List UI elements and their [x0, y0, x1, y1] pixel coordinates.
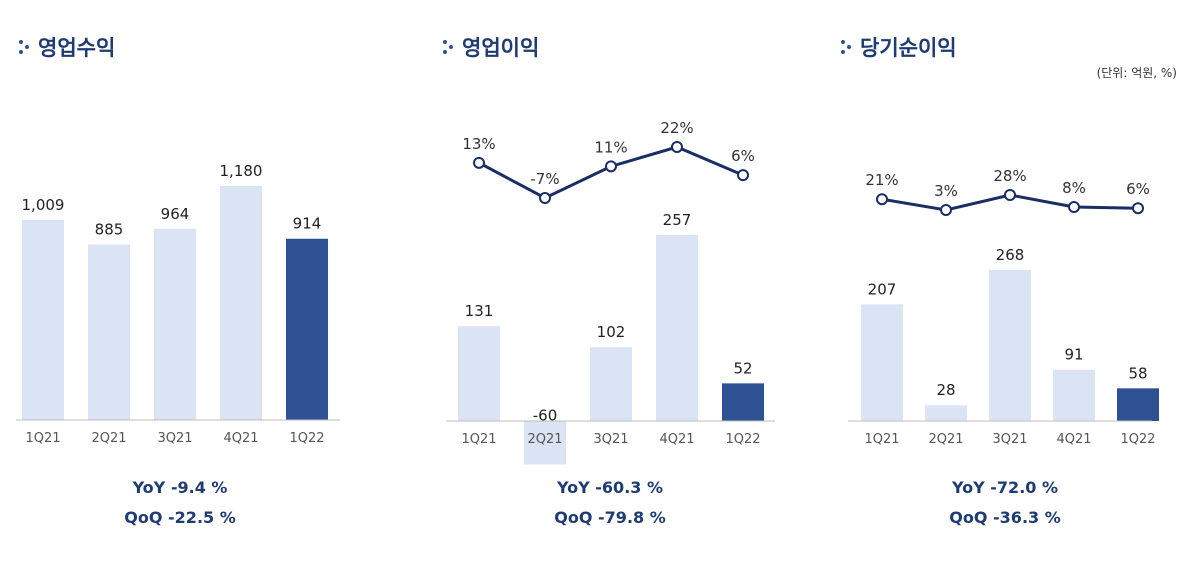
tick-label: 4Q21 — [659, 432, 694, 447]
arrow-dots-icon — [443, 40, 453, 54]
bar-1Q22 — [286, 238, 328, 420]
bar-2Q21 — [88, 244, 130, 420]
bar-4Q21 — [220, 186, 262, 420]
margin-point — [1004, 189, 1016, 201]
bar-2Q21 — [524, 421, 566, 465]
margin-point — [940, 204, 952, 216]
bar-4Q21 — [1053, 369, 1095, 421]
margin-label: 28% — [993, 167, 1026, 185]
chart-title-text: 당기순이익 — [860, 36, 957, 60]
arrow-dots-icon — [841, 40, 851, 54]
margin-point — [605, 160, 617, 173]
bar-4Q21 — [656, 235, 698, 421]
arrow-dots-icon — [19, 40, 29, 54]
data-label: 1,009 — [22, 196, 65, 214]
tick-label: 1Q22 — [289, 431, 324, 446]
tick-label: 3Q21 — [157, 431, 192, 446]
bar-1Q21 — [22, 219, 64, 420]
margin-point — [1068, 201, 1080, 213]
qoq-summary: QoQ -22.5 % — [0, 508, 360, 527]
data-label: 28 — [936, 381, 955, 399]
tick-label: 2Q21 — [928, 432, 963, 447]
tick-label: 1Q22 — [1120, 432, 1155, 447]
data-label: 268 — [996, 246, 1025, 264]
yoy-label: YoY — [132, 478, 166, 497]
yoy-summary: YoY -9.4 % — [0, 478, 360, 497]
revenue-chart: 1,009 885 964 1,180 914 1Q21 2Q21 3Q21 4Q21 1Q22 — [16, 162, 340, 446]
margin-point — [737, 169, 749, 182]
yoy-summary: YoY -60.3 % — [420, 478, 800, 497]
yoy-value: -60.3 % — [595, 478, 663, 497]
revenue-panel: 영업수익 1,009 885 964 1,180 914 1Q21 2Q21 3Q21 4Q21… — [0, 0, 400, 566]
data-label: 257 — [663, 211, 692, 229]
tick-label: 3Q21 — [992, 432, 1027, 447]
bar-1Q22 — [722, 383, 764, 421]
bar-3Q21 — [989, 270, 1031, 421]
bar-2Q21 — [925, 405, 967, 421]
yoy-label: YoY — [952, 478, 985, 497]
bar-1Q22 — [1117, 388, 1159, 421]
yoy-value: -72.0 % — [990, 478, 1058, 497]
data-label: 1,180 — [220, 162, 263, 180]
chart-title: 영업수익 — [18, 32, 115, 62]
tick-label: 3Q21 — [593, 432, 628, 447]
net-income-chart: 207 28 268 91 58 1Q21 2Q21 3Q21 4Q21 1Q22 21% 3% 28%… — [848, 167, 1159, 447]
data-label: 885 — [95, 221, 124, 239]
qoq-value: -22.5 % — [168, 508, 236, 527]
operating-income-panel: 영업이익 131 -60 102 257 52 1Q21 2Q21 3Q21 4Q21 1Q22 1… — [420, 0, 810, 566]
margin-point — [876, 193, 888, 206]
data-label: 102 — [597, 323, 626, 341]
qoq-summary: QoQ -79.8 % — [420, 508, 800, 527]
tick-label: 1Q21 — [461, 432, 496, 447]
net-income-panel: 당기순이익 (단위: 억원, %) 207 28 268 91 58 1Q21 2Q21 3Q… — [840, 0, 1199, 566]
margin-label: 8% — [1062, 179, 1086, 197]
qoq-label: QoQ — [949, 508, 988, 527]
operating-income-chart: 131 -60 102 257 52 1Q21 2Q21 3Q21 4Q21 1Q22 13% -7%… — [446, 119, 775, 465]
data-label: 207 — [868, 280, 897, 298]
chart-title: 영업이익 — [442, 32, 539, 62]
data-label: 91 — [1064, 346, 1083, 364]
qoq-value: -79.8 % — [598, 508, 666, 527]
bar-3Q21 — [590, 347, 632, 421]
margin-point — [539, 192, 551, 204]
margin-point — [671, 141, 683, 153]
margin-label: 21% — [865, 171, 898, 189]
margin-label: 6% — [1126, 180, 1150, 198]
tick-label: 4Q21 — [1056, 432, 1091, 447]
tick-label: 4Q21 — [223, 431, 258, 446]
chart-title-text: 영업이익 — [462, 36, 540, 60]
tick-label: 1Q21 — [864, 432, 899, 447]
bar-1Q21 — [861, 304, 903, 421]
tick-label: 2Q21 — [91, 431, 126, 446]
chart-title-text: 영업수익 — [38, 36, 116, 60]
data-label: 964 — [161, 205, 190, 223]
tick-label: 2Q21 — [527, 432, 562, 447]
margin-point — [473, 156, 485, 169]
yoy-value: -9.4 % — [170, 478, 228, 497]
margin-label: 13% — [462, 135, 495, 153]
tick-label: 1Q21 — [25, 431, 60, 446]
tick-label: 1Q22 — [725, 432, 760, 447]
qoq-label: QoQ — [554, 508, 593, 527]
margin-label: 22% — [660, 119, 693, 137]
margin-label: 11% — [594, 138, 627, 156]
data-label: 914 — [293, 215, 322, 233]
chart-title: 당기순이익 — [840, 32, 957, 62]
data-label: 52 — [733, 359, 752, 377]
yoy-summary: YoY -72.0 % — [840, 478, 1170, 497]
margin-label: -7% — [530, 170, 559, 188]
data-label: 58 — [1128, 364, 1147, 382]
yoy-label: YoY — [557, 478, 590, 497]
bar-1Q21 — [458, 326, 500, 421]
margin-point — [1132, 202, 1144, 215]
data-label: 131 — [465, 302, 494, 320]
margin-label: 6% — [731, 147, 755, 165]
unit-note: (단위: 억원, %) — [1096, 66, 1177, 80]
qoq-value: -36.3 % — [993, 508, 1061, 527]
margin-label: 3% — [934, 182, 958, 200]
data-label: -60 — [533, 406, 558, 424]
qoq-label: QoQ — [124, 508, 163, 527]
qoq-summary: QoQ -36.3 % — [840, 508, 1170, 527]
bar-3Q21 — [154, 228, 196, 420]
